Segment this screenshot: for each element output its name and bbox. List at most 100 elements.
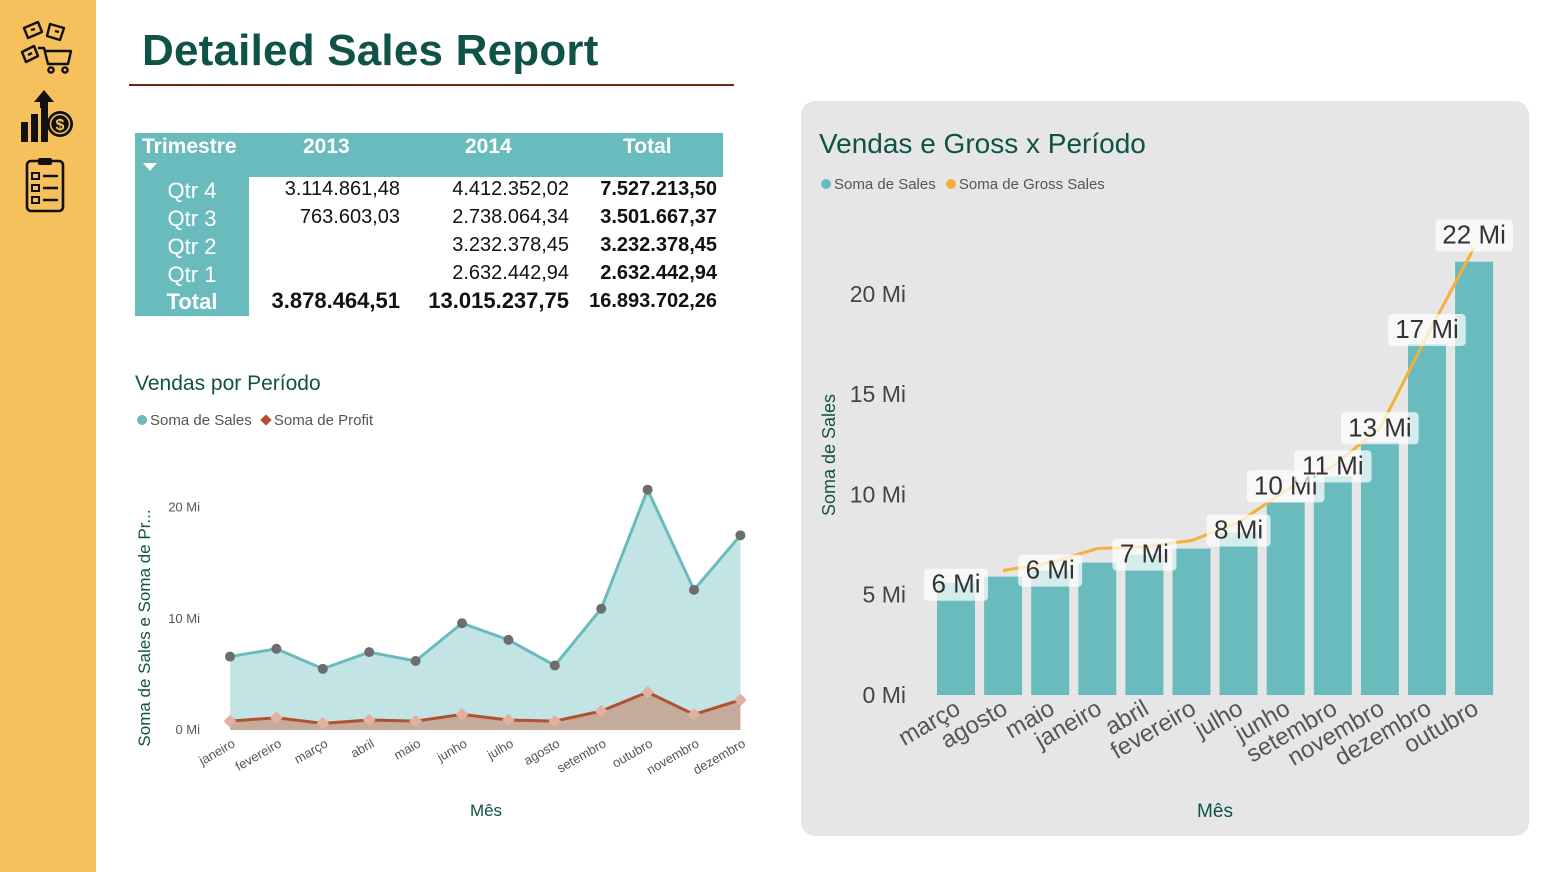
sales-point <box>457 618 467 629</box>
data-label-bg <box>1341 412 1419 445</box>
sales-point <box>410 656 421 667</box>
x-tick-label: fevereiro <box>233 736 284 774</box>
profit-area <box>230 692 741 730</box>
data-label: 17 Mi <box>1395 314 1459 344</box>
cell-qtr2-total: 3.232.378,45 <box>600 234 717 256</box>
y-tick-label: 10 Mi <box>850 481 906 507</box>
sales-area <box>230 489 741 730</box>
bar-chart-legend[interactable]: Soma de Sales Soma de Gross Sales <box>821 176 1105 193</box>
sort-down-icon[interactable] <box>143 163 157 171</box>
sales-matrix-table: Trimestre 2013 2014 Total Qtr 4 Qtr 3 Qt… <box>135 132 723 317</box>
y-tick-label: 5 Mi <box>863 582 906 608</box>
row-label-qtr3[interactable]: Qtr 3 <box>167 206 217 231</box>
legend-sales-marker <box>137 415 147 425</box>
legend-sales-label: Soma de Sales <box>150 412 252 429</box>
sales-bar <box>984 576 1023 695</box>
x-tick-label: julho <box>484 736 516 763</box>
sales-line <box>229 485 742 671</box>
x-tick-label: maio <box>391 736 423 763</box>
sales-point <box>317 663 328 674</box>
data-label-bg <box>924 568 988 601</box>
row-label-total: Total <box>166 289 218 314</box>
cell-qtr3-total: 3.501.667,37 <box>600 206 717 228</box>
data-label: 6 Mi <box>1026 555 1075 585</box>
x-axis-label: Mês <box>1197 801 1233 822</box>
profit-point <box>409 714 422 728</box>
sales-bar <box>1031 570 1070 695</box>
row-label-qtr1[interactable]: Qtr 1 <box>167 262 217 287</box>
sales-point <box>549 660 560 671</box>
x-tick-label: junho <box>434 736 470 765</box>
data-label: 11 Mi <box>1302 450 1364 480</box>
cell-grand-total: 16.893.702,26 <box>589 290 717 312</box>
legend-profit-label: Soma de Profit <box>273 412 374 429</box>
cell-qtr1-total: 2.632.442,94 <box>600 262 717 284</box>
data-label: 6 Mi <box>931 569 980 599</box>
header-2014[interactable]: 2014 <box>465 135 512 158</box>
sales-point <box>642 484 653 495</box>
data-label-bg <box>1388 313 1466 346</box>
header-trimestre[interactable]: Trimestre <box>142 135 237 158</box>
sales-bar <box>1078 562 1117 695</box>
sales-bar <box>1125 554 1164 695</box>
y-tick-label: 15 Mi <box>850 381 906 407</box>
profit-point <box>223 714 237 728</box>
sales-point <box>271 643 282 654</box>
legend-gross-marker <box>945 179 956 189</box>
y-axis-label: Soma de Sales <box>819 394 839 516</box>
data-label: 8 Mi <box>1214 515 1263 545</box>
profit-point <box>641 685 654 699</box>
cell-total-2013: 3.878.464,51 <box>271 288 400 313</box>
title-divider <box>129 84 734 86</box>
y-tick-label: 10 Mi <box>168 611 200 626</box>
x-tick-label: novembro <box>644 736 702 778</box>
sidebar: $ <box>0 0 96 872</box>
x-axis-label: Mês <box>470 801 502 820</box>
legend-gross-label: Soma de Gross Sales <box>958 176 1105 193</box>
sales-point <box>364 647 375 658</box>
sales-point <box>225 651 235 662</box>
data-label-bg <box>1112 538 1177 571</box>
x-tick-label: dezembro <box>690 736 748 778</box>
data-label-bg <box>1206 514 1271 547</box>
sales-bar <box>937 582 975 695</box>
cell-qtr1-2014: 2.632.442,94 <box>452 262 569 284</box>
cell-qtr4-total: 7.527.213,50 <box>600 178 717 200</box>
bar-chart-title: Vendas e Gross x Período <box>819 128 1146 159</box>
shopping-cart-icon[interactable] <box>14 18 76 78</box>
cell-qtr3-2013: 763.603,03 <box>299 206 400 228</box>
data-label-bg <box>1018 554 1083 587</box>
matrix-row-headers: Qtr 4 Qtr 3 Qtr 2 Qtr 1 Total <box>135 177 249 316</box>
cell-qtr4-2013: 3.114.861,48 <box>284 178 400 200</box>
profit-line <box>229 690 741 725</box>
cell-qtr4-2014: 4.412.352,02 <box>452 178 569 200</box>
row-label-qtr2[interactable]: Qtr 2 <box>167 234 217 259</box>
cell-qtr3-2014: 2.738.064,34 <box>452 206 569 228</box>
sales-bar <box>1219 532 1258 695</box>
svg-text:$: $ <box>56 117 65 134</box>
data-label: 22 Mi <box>1442 220 1506 250</box>
y-tick-label: 20 Mi <box>850 281 906 307</box>
growth-chart-icon[interactable]: $ <box>14 86 76 146</box>
x-tick-label: abril <box>348 736 377 761</box>
sales-bar <box>1360 442 1399 695</box>
cell-total-2014: 13.015.237,75 <box>428 288 569 313</box>
y-tick-label: 0 Mi <box>863 682 906 708</box>
report-list-icon[interactable] <box>14 155 76 215</box>
header-total[interactable]: Total <box>623 135 672 158</box>
page-title: Detailed Sales Report <box>142 26 599 75</box>
area-chart-legend[interactable]: Soma de Sales Soma de Profit <box>137 412 373 429</box>
data-label: 7 Mi <box>1120 539 1169 569</box>
row-label-qtr4[interactable]: Qtr 4 <box>167 178 217 203</box>
legend-sales-marker <box>821 179 831 189</box>
bar-chart[interactable]: 0 Mi 5 Mi 10 Mi 15 Mi 20 Mi Soma de Sales 6 Mi… <box>801 101 1529 836</box>
sales-bar <box>1172 548 1211 695</box>
legend-profit-marker <box>260 414 272 426</box>
y-axis-label: Soma de Sales e Soma de Pr... <box>135 509 154 746</box>
y-tick-label: 20 Mi <box>168 500 200 515</box>
area-chart-title: Vendas por Período <box>135 372 321 395</box>
header-2013[interactable]: 2013 <box>303 135 350 158</box>
data-label-bg <box>1435 219 1513 252</box>
area-chart[interactable]: 0 Mi 10 Mi 20 Mi Soma de Sales e Soma de Pr… <box>130 440 770 840</box>
